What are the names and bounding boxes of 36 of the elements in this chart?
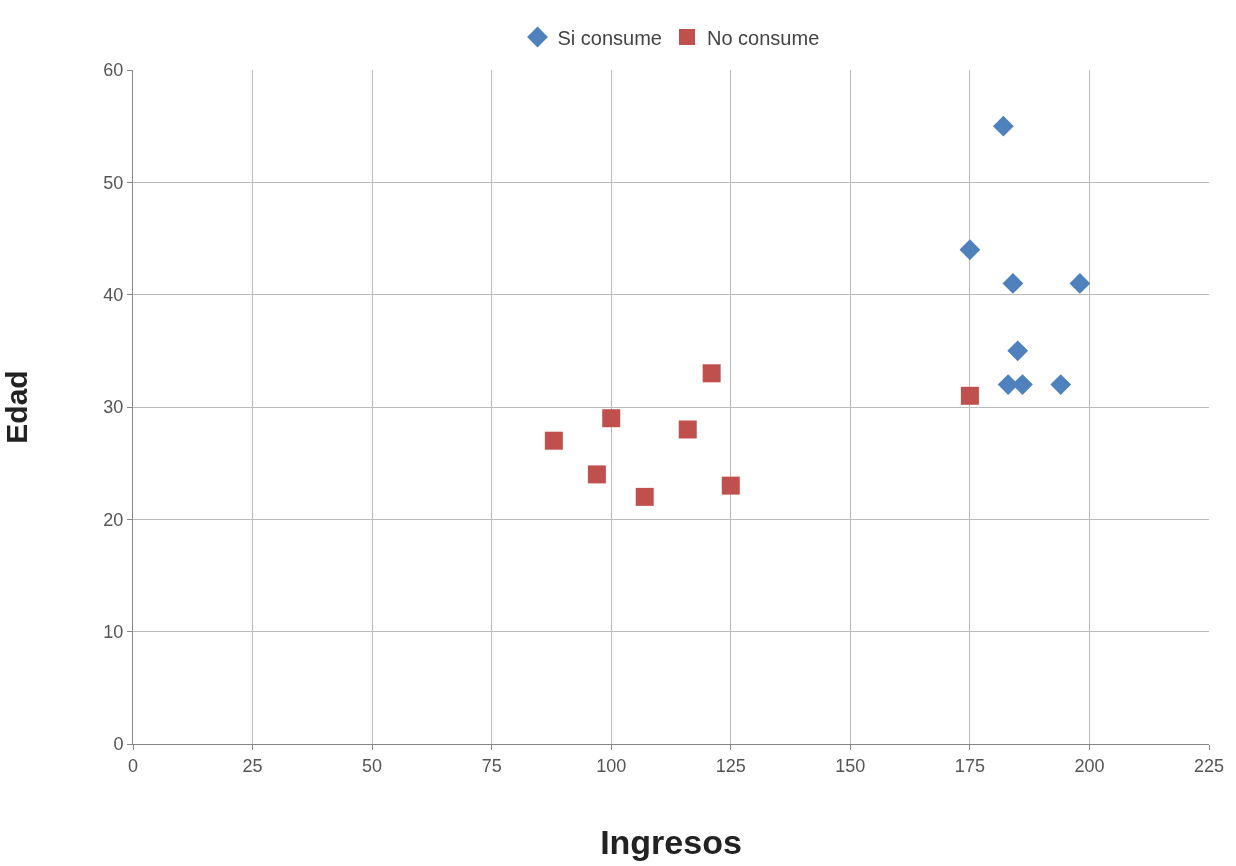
point (721, 476, 740, 495)
point (702, 364, 721, 383)
y-tick-label: 50 (103, 172, 124, 193)
point (1050, 374, 1072, 395)
x-tick-label: 50 (362, 755, 383, 776)
y-tick-label: 60 (103, 60, 124, 81)
point (678, 420, 697, 439)
y-tick-label: 20 (103, 509, 124, 530)
x-axis-title: Ingresos (600, 822, 742, 861)
x-tick-label: 0 (127, 755, 139, 776)
legend-label: No consume (707, 26, 820, 49)
point (1012, 374, 1033, 395)
x-tick-label: 100 (596, 755, 627, 776)
x-tick-label: 225 (1193, 755, 1225, 776)
point (1069, 273, 1091, 294)
x-tick-label: 25 (242, 755, 263, 776)
point (1007, 340, 1029, 362)
y-tick-label: 30 (103, 397, 124, 418)
y-tick-label: 10 (103, 621, 124, 642)
point (1002, 273, 1024, 294)
x-tick-label: 150 (835, 755, 866, 776)
point (587, 465, 606, 484)
x-tick-label: 125 (715, 755, 746, 776)
point (602, 409, 621, 428)
x-tick-label: 200 (1074, 755, 1105, 776)
legend-label: Si consume (557, 26, 662, 49)
point (959, 239, 981, 261)
point (635, 487, 654, 506)
point (992, 115, 1014, 137)
x-tick-label: 175 (954, 755, 985, 776)
y-axis-title: Edad (0, 370, 33, 444)
point (544, 431, 563, 450)
point (960, 386, 979, 405)
y-tick-label: 0 (113, 734, 124, 755)
y-tick-label: 40 (103, 284, 124, 305)
x-tick-label: 75 (481, 755, 502, 776)
